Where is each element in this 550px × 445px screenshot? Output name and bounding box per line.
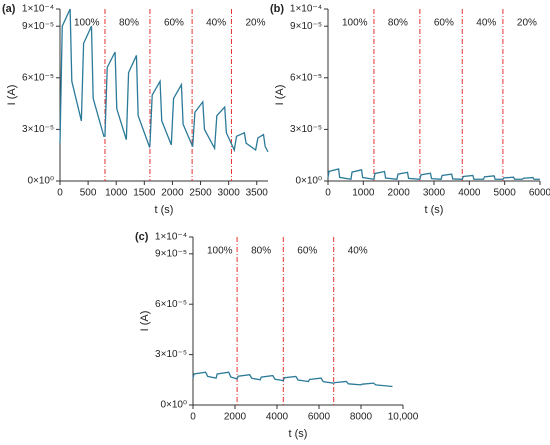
x-axis-label: t (s) xyxy=(289,428,308,440)
x-tick-label: 6000 xyxy=(308,412,331,423)
annotation: 60% xyxy=(164,18,184,29)
panel-label: (a) xyxy=(2,3,16,15)
x-tick-label: 10,000 xyxy=(388,412,419,423)
x-tick-label: 5000 xyxy=(494,188,517,199)
x-tick-label: 2000 xyxy=(224,412,247,423)
data-line xyxy=(192,371,393,388)
x-tick-label: 1000 xyxy=(105,188,128,199)
annotation: 60% xyxy=(297,246,317,257)
annotation: 40% xyxy=(348,246,368,257)
x-tick-label: 3000 xyxy=(218,188,241,199)
annotation: 40% xyxy=(206,18,226,29)
y-tick-label: 3×10⁻⁵ xyxy=(290,124,322,135)
x-tick-label: 4000 xyxy=(266,412,289,423)
annotation: 80% xyxy=(251,246,271,257)
x-axis-label: t (s) xyxy=(425,204,444,216)
panel-label: (c) xyxy=(135,231,149,243)
y-tick-label: 9×10⁻⁵ xyxy=(290,21,322,32)
data-line xyxy=(59,8,269,153)
x-tick-label: 0 xyxy=(325,188,331,199)
y-tick-label: 9×10⁻⁵ xyxy=(155,248,187,259)
y-tick-label: 1×10⁻⁴ xyxy=(290,4,322,15)
annotation: 20% xyxy=(245,18,265,29)
y-tick-label: 0×10⁰ xyxy=(160,400,187,411)
y-axis-label: I (A) xyxy=(139,311,151,332)
y-tick-label: 1×10⁻⁴ xyxy=(22,4,54,15)
x-tick-label: 2000 xyxy=(388,188,411,199)
x-tick-label: 1000 xyxy=(352,188,375,199)
annotation: 80% xyxy=(388,18,408,29)
y-tick-label: 9×10⁻⁵ xyxy=(22,21,54,32)
annotation: 100% xyxy=(207,246,233,257)
data-line xyxy=(327,168,540,181)
y-tick-label: 0×10⁰ xyxy=(27,176,54,187)
x-tick-label: 4000 xyxy=(458,188,481,199)
x-tick-label: 3500 xyxy=(246,188,269,199)
y-axis-label: I (A) xyxy=(274,85,286,106)
y-tick-label: 1×10⁻⁴ xyxy=(155,232,187,243)
annotation: 100% xyxy=(74,18,100,29)
x-tick-label: 2000 xyxy=(161,188,184,199)
x-tick-label: 500 xyxy=(80,188,97,199)
annotation: 60% xyxy=(434,18,454,29)
y-tick-label: 6×10⁻⁵ xyxy=(290,72,322,83)
y-tick-label: 0×10⁰ xyxy=(295,176,322,187)
panel-label: (b) xyxy=(270,3,284,15)
x-tick-label: 6000 xyxy=(529,188,550,199)
y-tick-label: 3×10⁻⁵ xyxy=(22,124,54,135)
y-tick-label: 6×10⁻⁵ xyxy=(155,299,187,310)
annotation: 40% xyxy=(476,18,496,29)
x-axis-label: t (s) xyxy=(155,204,174,216)
annotation: 80% xyxy=(119,18,139,29)
y-axis-label: I (A) xyxy=(6,85,18,106)
annotation: 20% xyxy=(517,18,537,29)
x-tick-label: 1500 xyxy=(133,188,156,199)
x-tick-label: 0 xyxy=(190,412,196,423)
x-tick-label: 0 xyxy=(57,188,63,199)
x-tick-label: 3000 xyxy=(423,188,446,199)
x-tick-label: 8000 xyxy=(350,412,373,423)
x-tick-label: 2500 xyxy=(189,188,212,199)
annotation: 100% xyxy=(342,18,368,29)
y-tick-label: 6×10⁻⁵ xyxy=(22,72,54,83)
y-tick-label: 3×10⁻⁵ xyxy=(155,349,187,360)
